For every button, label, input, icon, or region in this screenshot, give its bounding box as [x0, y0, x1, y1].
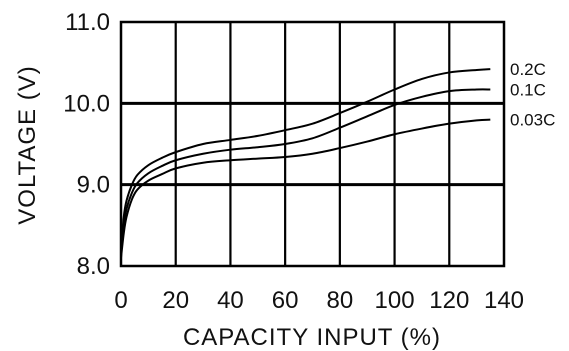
series-label-0.2C: 0.2C: [510, 60, 546, 79]
grid: [121, 22, 504, 266]
x-tick-label: 80: [327, 287, 354, 314]
x-tick-label: 40: [217, 287, 244, 314]
x-tick-label: 140: [484, 287, 524, 314]
x-tick-label: 0: [114, 287, 127, 314]
series-line-0.1C: [120, 88, 491, 254]
x-tick-label: 20: [162, 287, 189, 314]
x-axis-ticks: 0 20 40 60 80 100 120 140: [114, 287, 524, 314]
x-axis-title: CAPACITY INPUT (%): [183, 324, 441, 351]
series-line-0.2C: [120, 68, 491, 250]
y-tick-label: 10.0: [63, 90, 110, 117]
series-lines: [120, 68, 491, 258]
series-line-0.03C: [120, 118, 491, 258]
y-axis-ticks: 8.0 9.0 10.0 11.0: [63, 9, 110, 280]
y-tick-label: 9.0: [77, 172, 110, 199]
plot-frame: [119, 20, 506, 268]
series-label-0.1C: 0.1C: [510, 81, 546, 100]
x-tick-label: 120: [429, 287, 469, 314]
series-labels: 0.2C 0.1C 0.03C: [510, 60, 555, 129]
y-axis-title: VOLTAGE (V): [14, 65, 41, 224]
y-tick-label: 8.0: [77, 253, 110, 280]
series-label-0.03C: 0.03C: [510, 111, 555, 130]
y-tick-label: 11.0: [65, 9, 110, 36]
x-tick-label: 60: [272, 287, 299, 314]
x-tick-label: 100: [375, 287, 415, 314]
